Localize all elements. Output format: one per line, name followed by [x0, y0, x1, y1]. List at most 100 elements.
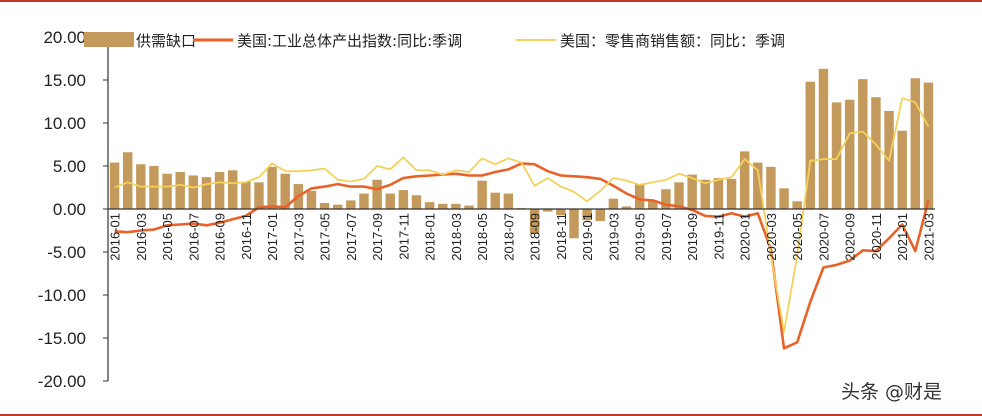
x-tick-label: 2019-01 — [580, 213, 595, 261]
x-tick-label: 2018-03 — [449, 213, 464, 261]
bar — [241, 181, 251, 209]
x-tick-label: 2017-03 — [291, 213, 306, 261]
legend-label: 美国：零售商销售额：同比：季调 — [560, 32, 785, 50]
bar — [569, 209, 579, 239]
bar — [280, 173, 290, 209]
bar — [451, 203, 461, 209]
legend-swatch — [84, 32, 134, 47]
bar — [424, 202, 435, 209]
x-tick-label: 2018-01 — [423, 213, 438, 261]
bar — [818, 68, 829, 209]
bar — [477, 180, 487, 209]
x-tick-label: 2018-07 — [501, 213, 516, 261]
bar — [529, 209, 540, 234]
bar — [923, 82, 934, 209]
bar — [543, 209, 553, 212]
x-tick-label: 2019-07 — [659, 213, 674, 261]
bar — [346, 200, 356, 209]
bar — [175, 172, 185, 209]
x-tick-label: 2018-09 — [528, 213, 543, 261]
bar — [713, 178, 724, 209]
bar — [372, 179, 382, 209]
x-tick-label: 2020-03 — [764, 213, 779, 261]
line-series-group — [114, 97, 930, 350]
bar — [700, 179, 711, 209]
bar — [556, 209, 566, 216]
x-tick-label: 2017-09 — [370, 213, 385, 261]
x-tick-label: 2018-11 — [554, 213, 569, 260]
y-tick-label: 0.00 — [53, 200, 86, 219]
bar — [621, 206, 632, 209]
legend-label: 美国:工业总体产出指数:同比:季调 — [237, 32, 462, 50]
x-tick-label: 2020-11 — [869, 213, 884, 260]
x-tick-label: 2017-01 — [265, 213, 280, 261]
bar — [306, 190, 317, 209]
x-tick-label: 2021-01 — [895, 213, 910, 261]
bar — [227, 170, 238, 209]
bar — [398, 190, 409, 209]
bar — [844, 99, 855, 209]
x-tick-label: 2016-07 — [186, 213, 201, 261]
y-tick-label: -10.00 — [38, 286, 86, 305]
x-tick-label: 2016-05 — [160, 213, 175, 261]
bar — [739, 151, 750, 209]
x-tick-label: 2021-03 — [921, 213, 936, 261]
y-axis: 20.00 15.00 10.00 5.00 0.00 -5.00 -10.00 -15.00… — [38, 28, 109, 391]
x-tick-label: 2018-05 — [475, 213, 490, 261]
bar — [766, 166, 776, 209]
bar — [897, 130, 907, 209]
bar — [779, 188, 789, 209]
bar — [319, 202, 330, 209]
bar — [687, 174, 697, 209]
bar — [359, 193, 369, 209]
bar — [188, 175, 199, 209]
bar — [411, 195, 422, 209]
y-tick-label: -20.00 — [38, 372, 86, 391]
bar — [910, 78, 921, 209]
x-tick-label: 2020-05 — [790, 213, 805, 261]
line-retail-sales — [114, 97, 930, 333]
bar — [595, 209, 605, 222]
watermark-text: 头条 @财是 — [840, 381, 942, 403]
bar — [162, 173, 172, 209]
bar — [201, 177, 212, 209]
x-tick-label: 2020-01 — [738, 213, 753, 261]
bar — [503, 193, 514, 209]
bar — [648, 200, 658, 209]
legend-label: 供需缺口 — [136, 32, 196, 50]
bar — [608, 198, 619, 209]
bar — [122, 152, 133, 209]
bar — [438, 203, 448, 209]
x-tick-label: 2016-09 — [213, 213, 228, 261]
x-tick-label: 2017-11 — [396, 213, 411, 260]
bar — [464, 205, 474, 209]
bar — [831, 102, 842, 209]
bar — [726, 178, 737, 209]
x-tick-label: 2019-09 — [685, 213, 700, 261]
bar — [753, 162, 763, 209]
x-tick-label: 2016-03 — [134, 213, 149, 261]
x-axis: 2016-01 2016-03 2016-05 2016-07 2016-09 2016-… — [108, 208, 936, 261]
bar — [674, 182, 684, 209]
bar — [805, 81, 816, 209]
y-tick-label: 20.00 — [43, 28, 86, 47]
bar — [661, 189, 671, 209]
x-tick-label: 2019-05 — [633, 213, 648, 261]
y-tick-label: 15.00 — [43, 71, 86, 90]
x-tick-label: 2020-07 — [816, 213, 831, 261]
y-tick-label: 5.00 — [53, 157, 86, 176]
y-tick-label: -5.00 — [47, 243, 86, 262]
bar — [385, 193, 395, 209]
x-tick-label: 2017-05 — [318, 213, 333, 261]
y-tick-label: -15.00 — [38, 329, 86, 348]
x-tick-label: 2020-09 — [843, 213, 858, 261]
x-tick-label: 2019-11 — [711, 213, 726, 260]
x-tick-label: 2016-11 — [239, 213, 254, 260]
bar — [582, 209, 592, 221]
bar — [109, 162, 120, 209]
x-tick-label: 2017-07 — [344, 213, 359, 261]
bar — [490, 192, 500, 209]
bar — [214, 172, 225, 209]
